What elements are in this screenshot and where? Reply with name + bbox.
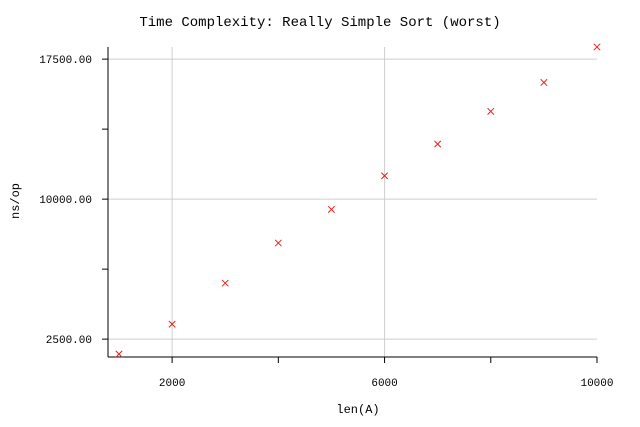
data-point-stroke (434, 140, 442, 148)
data-point (168, 320, 176, 328)
data-point (274, 239, 282, 247)
x-tick-label: 6000 (371, 378, 397, 390)
grid-lines (108, 47, 597, 357)
data-point-stroke (115, 350, 123, 358)
data-point-stroke (327, 205, 335, 213)
data-points (115, 43, 601, 358)
data-point (434, 140, 442, 148)
data-point-stroke (274, 239, 282, 247)
data-point-stroke (168, 320, 176, 328)
y-axis-label: ns/op (9, 183, 23, 219)
data-point (221, 279, 229, 287)
data-point (381, 172, 389, 180)
data-point-stroke (593, 43, 601, 51)
data-point (540, 78, 548, 87)
data-point (115, 350, 123, 358)
data-point (593, 43, 601, 51)
data-point-stroke (487, 107, 495, 115)
data-point-stroke (540, 78, 548, 87)
x-tick-label: 10000 (580, 378, 613, 390)
x-tick-label: 2000 (159, 378, 185, 390)
y-tick-label: 10000.00 (39, 195, 92, 207)
y-tick-label: 17500.00 (39, 55, 92, 67)
x-axis-label: len(A) (336, 403, 379, 417)
chart-title: Time Complexity: Really Simple Sort (wor… (139, 15, 500, 31)
axes: 2000 6000 10000 2500.00 10000.00 17500.00 (39, 47, 614, 390)
y-tick-label: 2500.00 (46, 335, 92, 347)
data-point-stroke (221, 279, 229, 287)
data-point-stroke (381, 172, 389, 180)
data-point (327, 205, 335, 213)
data-point (487, 107, 495, 115)
